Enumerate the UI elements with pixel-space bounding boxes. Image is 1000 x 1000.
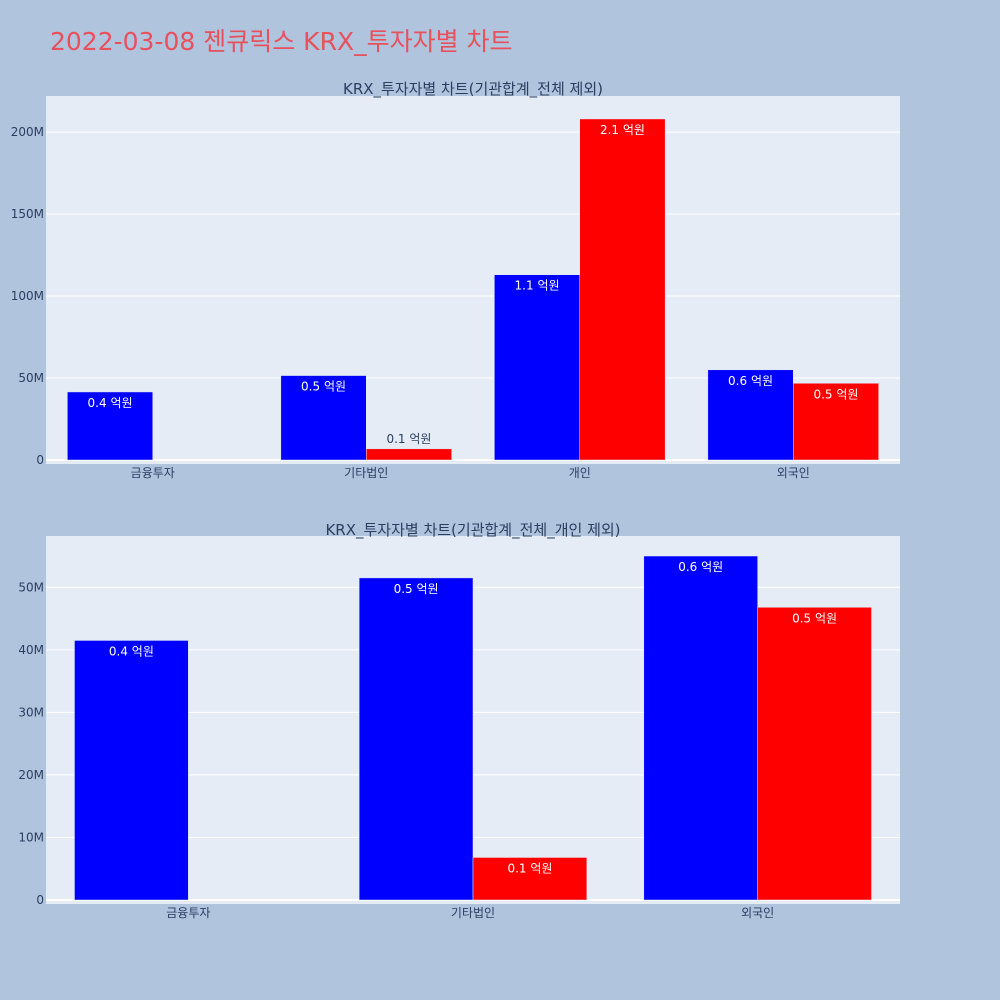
- data-label: 0.5 억원: [792, 611, 837, 625]
- bar: [643, 555, 758, 901]
- chart-subtitle: KRX_투자자별 차트(기관합계_전체 제외): [343, 80, 603, 99]
- chart-top: 0 50M 100M 150M 200M KRX_투자자별 차트(기관합계_전체 제외) 금…: [11, 80, 900, 480]
- bar: [494, 274, 581, 461]
- y-tick-label: 50M: [18, 580, 44, 594]
- bar: [707, 369, 794, 461]
- data-label: 1.1 억원: [515, 279, 560, 293]
- y-tick-label: 20M: [18, 768, 44, 782]
- data-label: 0.5 억원: [813, 387, 858, 401]
- data-label: 0.4 억원: [88, 396, 133, 410]
- y-tick-label: 40M: [18, 643, 44, 657]
- data-label: 0.1 억원: [507, 861, 552, 875]
- y-tick-label: 0: [36, 453, 44, 467]
- x-tick-label: 외국인: [741, 906, 774, 920]
- x-tick-label: 기타법인: [344, 466, 388, 480]
- y-tick-label: 10M: [18, 830, 44, 844]
- y-tick-label: 0: [36, 893, 44, 907]
- x-tick-label: 외국인: [777, 466, 810, 480]
- bar: [579, 118, 666, 461]
- y-tick-label: 30M: [18, 705, 44, 719]
- chart-subtitle: KRX_투자자별 차트(기관합계_전체_개인 제외): [325, 521, 620, 540]
- x-tick-label: 금융투자: [131, 466, 175, 480]
- data-label: 0.6 억원: [678, 560, 723, 574]
- page-title: 2022-03-08 젠큐릭스 KRX_투자자별 차트: [50, 27, 513, 56]
- y-tick-label: 50M: [18, 371, 44, 385]
- data-label: 0.5 억원: [301, 380, 346, 394]
- x-tick-label: 기타법인: [451, 906, 495, 920]
- data-label: 0.6 억원: [728, 374, 773, 388]
- data-label: 2.1 억원: [600, 123, 645, 137]
- bar: [472, 857, 588, 901]
- data-label: 0.4 억원: [109, 644, 154, 658]
- data-label: 0.1 억원: [386, 432, 431, 446]
- bar: [67, 391, 153, 461]
- bar: [358, 577, 474, 901]
- y-tick-label: 150M: [11, 207, 44, 221]
- y-tick-label: 100M: [11, 289, 44, 303]
- y-tick-label: 200M: [11, 125, 44, 139]
- bar: [74, 640, 189, 901]
- bar: [793, 383, 879, 461]
- x-tick-label: 금융투자: [166, 906, 210, 920]
- bar: [280, 375, 367, 461]
- bar: [757, 607, 872, 901]
- x-tick-label: 개인: [569, 466, 591, 480]
- data-label: 0.5 억원: [394, 582, 439, 596]
- bar: [366, 448, 452, 461]
